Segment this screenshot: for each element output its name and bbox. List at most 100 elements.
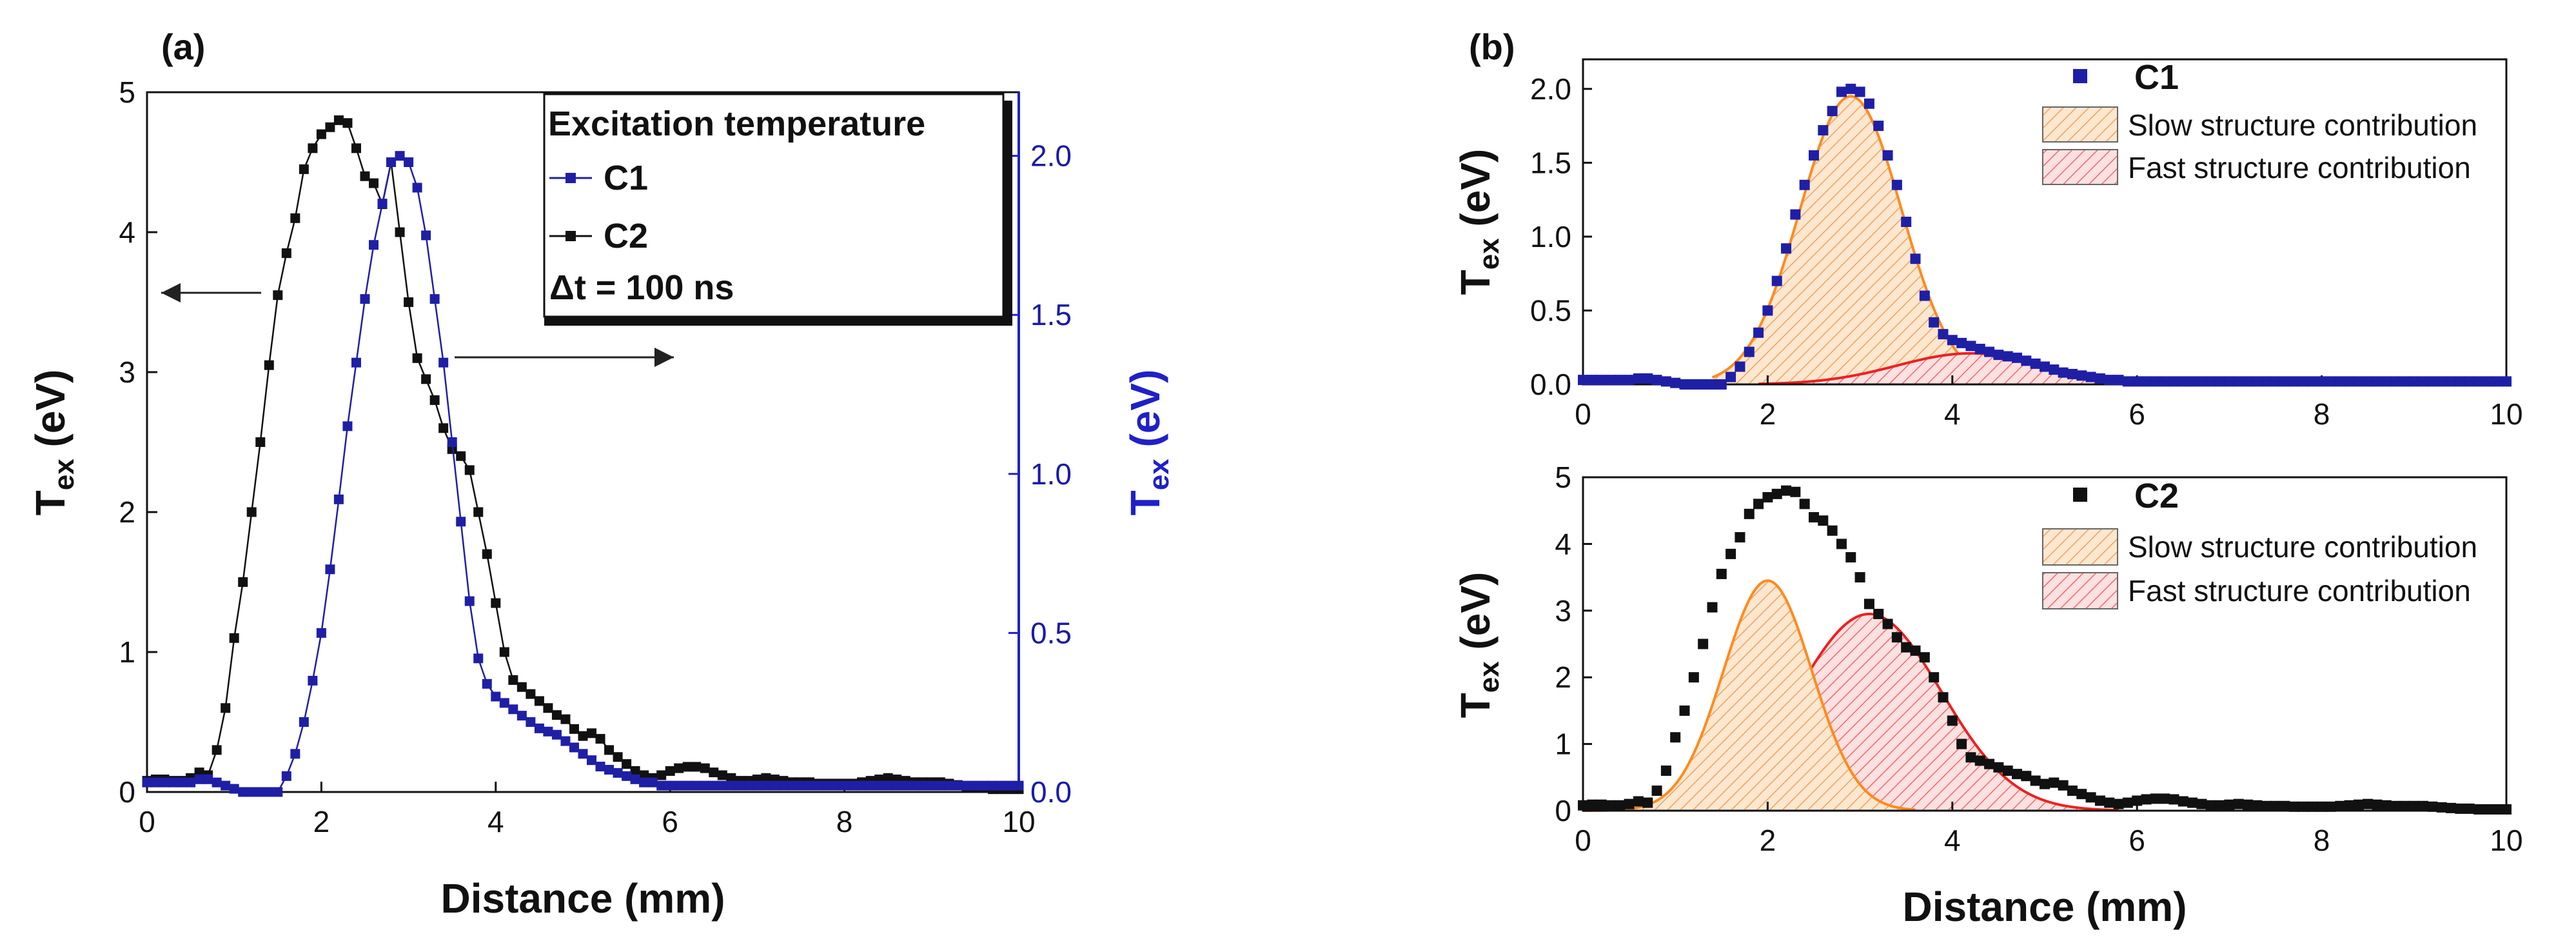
panel-b-bottom-legend-slow-swatch <box>2042 528 2118 566</box>
panel-a-c2-point-32 <box>421 374 431 384</box>
panel-a-c2-point-66 <box>717 770 727 780</box>
panel-b-bottom-x-tick-label-4: 8 <box>2314 824 2330 857</box>
panel-a-c2-point-23 <box>342 118 353 128</box>
panel-b-bottom-c2-point-51 <box>2049 777 2060 788</box>
panel-a-y-tick-label-2: 2 <box>119 495 135 529</box>
panel-a-c1-point-67 <box>726 780 736 791</box>
panel-a-c1-point-79 <box>831 780 841 791</box>
panel-a-series-c1 <box>142 151 1024 797</box>
panel-b-top-c1-point-32 <box>1873 121 1884 132</box>
panel-a-c1-point-8 <box>211 777 222 787</box>
panel-b-bottom-c2-point-56 <box>2094 795 2105 806</box>
panel-b-top-c1-point-21 <box>1771 275 1782 286</box>
panel-a-c1-point-62 <box>682 780 693 791</box>
panel-a-c1-point-31 <box>412 183 422 193</box>
panel-a-c1-point-24 <box>351 357 361 368</box>
panel-b-bottom-c2-point-79 <box>2307 801 2318 812</box>
panel-b-bottom-series-c2 <box>1578 485 2512 815</box>
panel-b-top-c1-point-29 <box>1845 83 1856 94</box>
panel-b-bottom-y-title-sub: ex <box>1473 661 1505 693</box>
panel-b-bottom-c2-point-27 <box>1827 525 1838 536</box>
panel-b-top-c1-point-38 <box>1929 317 1940 328</box>
panel-a-c1-point-57 <box>639 777 649 787</box>
panel-b-top-legend-slow-label: Slow structure contribution <box>2128 108 2477 142</box>
panel-a-c1-point-93 <box>952 780 963 791</box>
panel-b-bottom-y-tick-label-1: 1 <box>1555 727 1571 761</box>
panel-a-c1-point-27 <box>377 199 388 209</box>
panel-b-bottom-c2-point-98 <box>2483 804 2493 815</box>
panel-b-bottom-c2-point-18 <box>1744 508 1755 519</box>
panel-a-y-tick-label-5: 5 <box>119 75 135 109</box>
panel-a-c2-point-62 <box>682 762 693 772</box>
panel-b-bottom-c2-point-6 <box>1633 796 1644 807</box>
panel-b-top-c1-point-27 <box>1827 106 1838 117</box>
panel-a-c2-point-17 <box>290 213 300 223</box>
panel-a-c1-point-40 <box>491 691 501 702</box>
panel-b-top-c1-point-43 <box>1974 344 1985 355</box>
panel-b-bottom-y-ticks: 0 1 2 3 4 5 <box>1555 460 1592 827</box>
panel-a-y2-title-main: T <box>1122 490 1168 515</box>
panel-b-top-c1-point-72 <box>2243 376 2254 387</box>
panel-b-top-c1-point-97 <box>2473 376 2484 387</box>
panel-a-c1-point-84 <box>874 780 885 791</box>
panel-b-top-c1-point-54 <box>2076 370 2087 381</box>
panel-b-top-c1-point-77 <box>2288 376 2299 387</box>
panel-a-c2-point-33 <box>429 395 440 405</box>
panel-b-top-c1-point-74 <box>2261 376 2272 387</box>
panel-b-bottom-c2-point-93 <box>2436 802 2447 813</box>
panel-a-c1-point-75 <box>796 780 806 791</box>
panel-a-x-tick-label-0: 0 <box>139 805 155 838</box>
panel-b-bottom-x-tick-label-2: 4 <box>1944 824 1961 857</box>
panel-a-y2-axis-title: Tex (eV) <box>1122 370 1175 516</box>
panel-a-c1-point-12 <box>246 787 257 797</box>
panel-b-top-y-axis-title: Tex (eV) <box>1452 149 1505 295</box>
panel-b-bottom-c2-point-95 <box>2455 803 2466 814</box>
panel-a-legend-c2-marker <box>565 231 576 241</box>
panel-b-bottom-c2-point-100 <box>2501 804 2512 815</box>
panel-a-y2-title-sub: ex <box>1143 459 1175 490</box>
panel-a-c1-point-50 <box>578 749 588 759</box>
panel-a-c2-point-49 <box>569 724 579 734</box>
panel-b-bottom-x-tick-label-5: 10 <box>2490 824 2522 857</box>
panel-a-c1-point-92 <box>944 780 954 791</box>
panel-b-top-legend-fast-swatch <box>2042 149 2118 185</box>
panel-b-top-y-tick-label-4: 2.0 <box>1530 72 1571 106</box>
panel-a-c2-point-43 <box>516 682 527 692</box>
panel-a-c1-point-91 <box>935 780 945 791</box>
panel-a-c1-point-4 <box>177 777 187 787</box>
panel-b-bottom-c2-point-69 <box>2215 800 2226 811</box>
panel-b-bottom-c2-point-39 <box>1938 692 1949 703</box>
panel-a-c1-point-98 <box>996 780 1007 791</box>
panel-b-top-c1-point-45 <box>1993 350 2004 361</box>
panel-a-y2-tick-label-3: 1.5 <box>1030 298 1072 332</box>
panel-b-top-c1-point-12 <box>1688 379 1699 390</box>
panel-a-label: (a) <box>161 26 205 67</box>
panel-b-bottom-x-tick-label-3: 6 <box>2129 824 2145 857</box>
panel-b-top-c1-point-93 <box>2436 376 2447 387</box>
panel-a-c2-point-19 <box>308 143 318 153</box>
panel-b-top-c1-point-98 <box>2483 376 2493 387</box>
panel-a-c2-point-24 <box>351 143 361 153</box>
panel-a-c1-point-68 <box>734 780 745 791</box>
panel-b-top-c1-point-41 <box>1956 337 1967 348</box>
panel-b-top-c1-point-15 <box>1716 379 1727 390</box>
panel-a-c1-point-48 <box>560 736 571 746</box>
panel-b-top-c1-point-84 <box>2353 376 2364 387</box>
panel-b-top-c1-point-47 <box>2012 352 2023 363</box>
panel-b-bottom-c2-point-43 <box>1974 755 1985 766</box>
panel-b-top-c1-point-67 <box>2196 376 2207 387</box>
panel-b-bottom-c2-point-78 <box>2297 801 2308 812</box>
panel-a-c1-point-80 <box>840 780 850 791</box>
panel-a-c1-point-55 <box>622 771 632 781</box>
panel-b-top-c1-point-56 <box>2094 373 2105 384</box>
panel-b-bottom-c2-point-63 <box>2159 793 2170 804</box>
panel-a-c1-point-23 <box>342 421 353 431</box>
panel-a-y2-tick-label-2: 1.0 <box>1030 457 1072 491</box>
panel-b-bottom-c2-point-31 <box>1863 599 1874 609</box>
panel-b-top-c1-point-9 <box>1660 376 1671 387</box>
panel-a-c1-point-14 <box>264 787 274 797</box>
panel-b-top-c1-point-33 <box>1882 150 1893 161</box>
panel-b-bottom-c2-point-38 <box>1929 672 1940 683</box>
panel-a-y2-tick-label-1: 0.5 <box>1030 616 1072 649</box>
panel-b-bottom-c2-point-71 <box>2233 798 2244 809</box>
